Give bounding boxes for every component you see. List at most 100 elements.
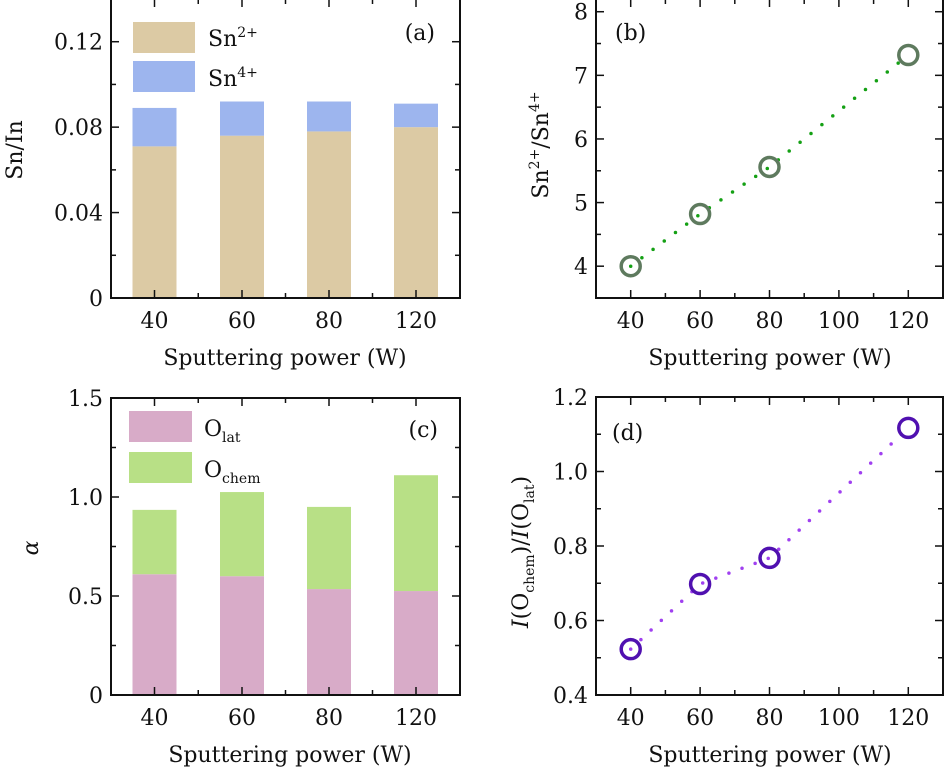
panel-b-points <box>619 43 920 278</box>
bar-ochem-80 <box>307 506 351 590</box>
bar-olat-80 <box>307 589 351 695</box>
panel-a-bars <box>132 101 438 299</box>
x-tick-label: 40 <box>617 706 645 731</box>
y-tick-label: 0 <box>89 684 103 709</box>
y-tick-label: 0.8 <box>553 535 588 560</box>
legend-label-sn4: Sn4+ <box>208 65 258 92</box>
panel-a-legend: Sn2+ Sn4+ <box>133 22 258 92</box>
b-dotted-line <box>628 53 911 268</box>
panel-d-ticks <box>596 396 943 696</box>
panel-c-y-axis-label: α <box>19 540 44 555</box>
legend-swatch-sn4 <box>133 61 195 92</box>
x-tick-label: 120 <box>887 309 929 334</box>
y-tick-label: 0.12 <box>54 31 103 56</box>
legend-swatch-olat <box>129 411 192 442</box>
panel-c-label: (c) <box>409 418 439 443</box>
panel-c-bars <box>132 475 438 695</box>
x-tick-label: 60 <box>228 309 256 334</box>
data-point-60 <box>688 202 712 226</box>
panel-a-y-tick-labels: 0 0.04 0.08 0.12 <box>54 31 103 312</box>
data-point-80 <box>758 546 781 570</box>
x-tick-label: 100 <box>818 309 860 334</box>
panel-a-y-axis-label: Sn/In <box>3 120 28 180</box>
panel-c-x-tick-labels: 40 60 80 120 <box>141 706 438 731</box>
legend-label-ochem: Ochem <box>204 458 260 487</box>
panel-d-frame <box>595 396 944 696</box>
y-tick-label: 0.5 <box>68 585 103 610</box>
legend-label-olat: Olat <box>204 417 241 446</box>
data-point-40 <box>619 637 642 661</box>
bar-sn4-40 <box>132 107 177 147</box>
y-tick-label: 1.5 <box>68 387 103 412</box>
panel-a: 0 0.04 0.08 0.12 40 60 80 120 Sputtering power… <box>3 0 461 371</box>
bar-ochem-120 <box>394 475 438 592</box>
y-tick-label: 7 <box>574 64 588 89</box>
y-tick-label: 1.0 <box>553 461 588 486</box>
bar-sn2-80 <box>307 131 351 298</box>
panel-c-legend: Olat Ochem <box>129 411 260 487</box>
panel-d-y-tick-labels: 0.4 0.6 0.8 1.0 1.2 <box>553 386 588 709</box>
x-tick-label: 40 <box>141 706 169 731</box>
y-tick-label: 0.08 <box>54 116 103 141</box>
bar-olat-40 <box>132 574 177 695</box>
bar-sn4-80 <box>307 101 351 132</box>
y-tick-label: 5 <box>574 192 588 217</box>
legend-label-sn2: Sn2+ <box>208 25 258 52</box>
data-point-40 <box>619 254 642 278</box>
bar-ochem-40 <box>132 509 177 575</box>
x-tick-label: 80 <box>315 706 343 731</box>
x-tick-label: 120 <box>395 706 437 731</box>
y-tick-label: 1.2 <box>553 386 588 411</box>
bar-olat-60 <box>220 576 264 695</box>
x-tick-label: 80 <box>756 309 784 334</box>
x-tick-label: 120 <box>395 309 437 334</box>
x-tick-label: 80 <box>315 309 343 334</box>
panel-d-x-tick-labels: 40 60 80 100 120 <box>617 706 930 731</box>
y-tick-label: 1.0 <box>68 486 103 511</box>
bar-sn4-120 <box>394 103 438 128</box>
panel-b-ticks <box>596 0 943 299</box>
panel-d-trend-line <box>628 426 911 651</box>
panel-d: 0.4 0.6 0.8 1.0 1.2 40 60 80 100 120 Sputtering … <box>509 386 944 768</box>
x-tick-label: 60 <box>686 706 714 731</box>
bar-sn2-120 <box>394 127 438 299</box>
y-tick-label: 0.04 <box>54 202 103 227</box>
panel-b-x-axis-label: Sputtering power (W) <box>648 346 891 371</box>
data-point-80 <box>758 155 781 179</box>
panel-d-x-axis-label: Sputtering power (W) <box>648 743 891 768</box>
panel-b-trend-line <box>628 53 911 268</box>
d-dotted-line <box>628 426 911 651</box>
y-tick-label: 0.6 <box>553 610 588 635</box>
panel-b-label: (b) <box>615 21 646 46</box>
panel-b-x-tick-labels: 40 60 80 100 120 <box>617 309 930 334</box>
x-tick-label: 40 <box>141 309 169 334</box>
x-tick-label: 40 <box>617 309 645 334</box>
y-tick-label: 8 <box>574 1 588 26</box>
panel-a-x-axis-label: Sputtering power (W) <box>163 346 406 371</box>
bar-sn2-60 <box>220 135 264 298</box>
y-tick-label: 6 <box>574 128 588 153</box>
data-point-120 <box>897 43 920 67</box>
x-tick-label: 60 <box>686 309 714 334</box>
data-point-120 <box>897 416 920 440</box>
bar-sn2-40 <box>132 146 177 298</box>
legend-swatch-sn2 <box>133 22 195 53</box>
panel-c: 0 0.5 1.0 1.5 40 60 80 120 Sputtering power (W… <box>19 387 461 768</box>
panel-d-label: (d) <box>612 421 643 446</box>
x-tick-label: 60 <box>228 706 256 731</box>
x-tick-label: 100 <box>818 706 860 731</box>
panel-b-frame <box>595 0 944 299</box>
bar-sn4-60 <box>220 101 264 136</box>
panel-d-points <box>619 416 920 661</box>
bar-ochem-60 <box>220 492 264 577</box>
legend-swatch-ochem <box>129 452 192 483</box>
y-tick-label: 4 <box>574 255 588 280</box>
x-tick-label: 120 <box>887 706 929 731</box>
bar-olat-120 <box>394 591 438 695</box>
panel-c-y-tick-labels: 0 0.5 1.0 1.5 <box>68 387 103 709</box>
panel-b-y-axis-label: Sn2+/Sn4+ <box>527 91 554 198</box>
y-tick-label: 0 <box>89 287 103 312</box>
panel-a-x-tick-labels: 40 60 80 120 <box>141 309 438 334</box>
